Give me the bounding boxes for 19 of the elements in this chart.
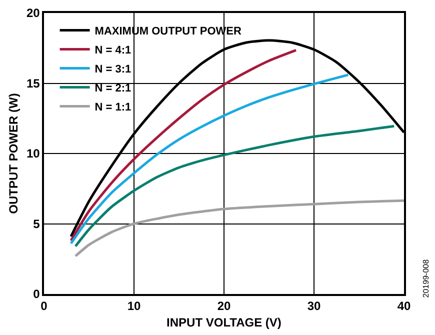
y-axis-title: OUTPUT POWER (W) xyxy=(6,93,20,214)
y-tick-label: 0 xyxy=(33,287,40,302)
x-tick-label: 40 xyxy=(397,299,411,314)
x-tick-label: 20 xyxy=(217,299,231,314)
x-axis-title: INPUT VOLTAGE (V) xyxy=(166,316,282,330)
y-tick-label: 10 xyxy=(26,146,40,161)
line-series xyxy=(74,199,404,258)
legend-label: N = 3:1 xyxy=(94,64,132,76)
x-tick-label: 10 xyxy=(127,299,141,314)
line-series xyxy=(70,74,350,245)
legend-label: N = 1:1 xyxy=(94,102,132,114)
text: 20199-008 xyxy=(421,258,430,298)
x-tick-label: 30 xyxy=(307,299,321,314)
y-tick-label: 5 xyxy=(33,216,40,231)
legend-label: N = 2:1 xyxy=(94,82,132,95)
y-tick-label: 15 xyxy=(26,76,40,90)
line-series xyxy=(74,124,396,248)
legend-label: N = 4:1 xyxy=(94,44,132,57)
y-tick-label: 20 xyxy=(26,6,40,20)
